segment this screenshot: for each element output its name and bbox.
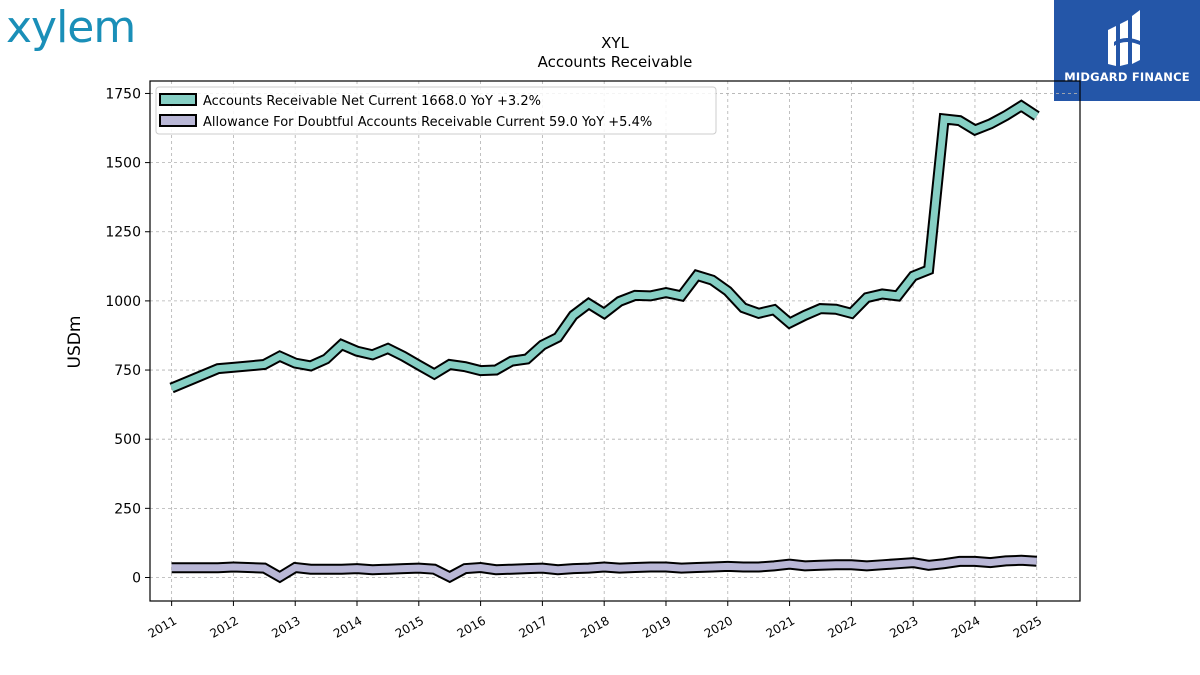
- x-tick-label: 2024: [949, 613, 982, 640]
- legend-swatch: [159, 93, 197, 106]
- x-tick-label: 2014: [331, 613, 364, 640]
- legend-box: [155, 86, 717, 135]
- legend-label: Accounts Receivable Net Current 1668.0 Y…: [203, 94, 541, 109]
- midgard-logo-icon: [1108, 10, 1142, 66]
- midgard-logo-text: MIDGARD FINANCE: [1064, 70, 1190, 84]
- x-tick-label: 2019: [640, 613, 673, 640]
- y-tick-label: 1000: [105, 294, 141, 310]
- y-tick-label: 1750: [105, 86, 141, 102]
- x-tick-label: 2021: [764, 613, 797, 640]
- y-tick-label: 1250: [105, 225, 141, 241]
- xylem-logo-text: xylem: [6, 2, 136, 53]
- x-tick-label: 2011: [146, 613, 179, 640]
- x-tick-label: 2015: [393, 613, 426, 640]
- series-line: [171, 556, 1037, 581]
- x-tick-label: 2023: [887, 613, 920, 640]
- y-axis-label: USDm: [65, 316, 85, 369]
- chart-subtitle: Accounts Receivable: [538, 53, 693, 71]
- x-tick-label: 2020: [702, 613, 735, 640]
- chart-title: XYL: [601, 34, 629, 52]
- x-tick-label: 2016: [455, 613, 488, 640]
- series-1: [171, 554, 1038, 584]
- midgard-finance-logo: MIDGARD FINANCE: [1054, 0, 1200, 101]
- plot-frame: [149, 80, 1081, 602]
- x-tick-label: 2025: [1011, 613, 1044, 640]
- x-tick-label: 2022: [825, 613, 858, 640]
- legend-label: Allowance For Doubtful Accounts Receivab…: [203, 115, 652, 130]
- x-tick-label: 2013: [269, 613, 302, 640]
- x-tick-label: 2018: [578, 613, 611, 640]
- series-lines: [169, 99, 1040, 584]
- legend-swatch: [159, 114, 197, 127]
- series-line: [170, 101, 1039, 392]
- y-tick-label: 0: [132, 570, 141, 586]
- series-0: [169, 99, 1040, 394]
- y-tick-label: 250: [114, 501, 141, 517]
- y-tick-label: 750: [114, 363, 141, 379]
- legend: Accounts Receivable Net Current 1668.0 Y…: [155, 86, 717, 135]
- x-tick-label: 2017: [516, 613, 549, 640]
- y-tick-label: 500: [114, 432, 141, 448]
- x-tick-label: 2012: [207, 613, 240, 640]
- y-tick-label: 1500: [105, 156, 141, 172]
- xylem-logo: xylem: [6, 2, 136, 53]
